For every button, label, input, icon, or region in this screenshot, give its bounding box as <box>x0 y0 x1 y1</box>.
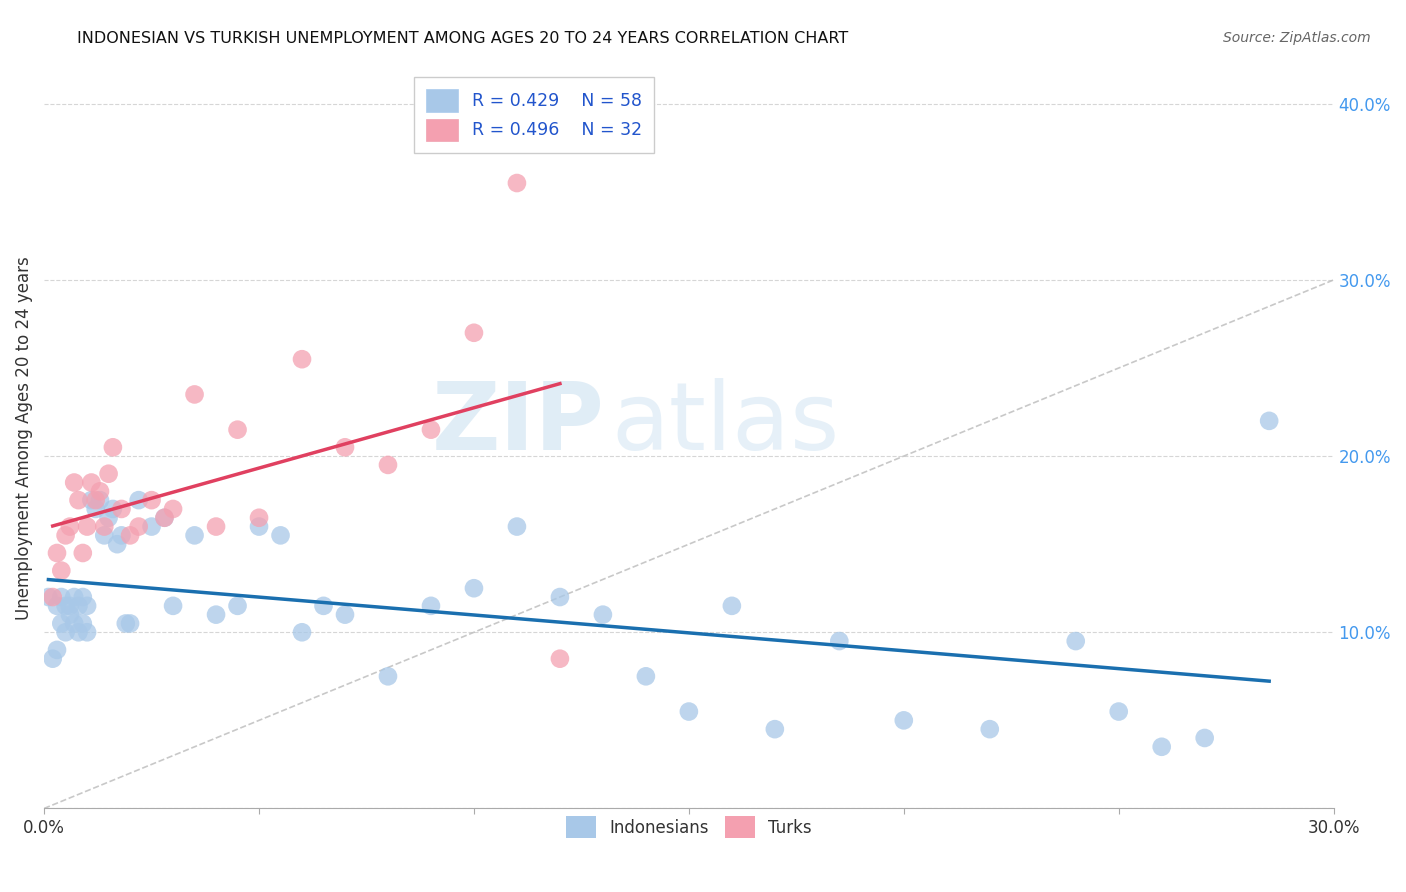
Point <box>141 493 163 508</box>
Point <box>506 519 529 533</box>
Point <box>226 599 249 613</box>
Point <box>463 581 485 595</box>
Point <box>101 502 124 516</box>
Point <box>678 705 700 719</box>
Point <box>1064 634 1087 648</box>
Point <box>89 493 111 508</box>
Point <box>128 493 150 508</box>
Point <box>506 176 529 190</box>
Point <box>76 599 98 613</box>
Text: Source: ZipAtlas.com: Source: ZipAtlas.com <box>1223 31 1371 45</box>
Point <box>46 643 69 657</box>
Point <box>247 519 270 533</box>
Point <box>162 502 184 516</box>
Point <box>80 475 103 490</box>
Point <box>46 599 69 613</box>
Point <box>463 326 485 340</box>
Point <box>59 607 82 622</box>
Point <box>80 493 103 508</box>
Point <box>420 423 443 437</box>
Point <box>76 625 98 640</box>
Text: atlas: atlas <box>612 377 839 470</box>
Point <box>312 599 335 613</box>
Point <box>153 510 176 524</box>
Point <box>72 616 94 631</box>
Point <box>377 669 399 683</box>
Point <box>84 493 107 508</box>
Point <box>162 599 184 613</box>
Point <box>67 599 90 613</box>
Point <box>55 599 77 613</box>
Point <box>89 484 111 499</box>
Point <box>41 590 63 604</box>
Point <box>420 599 443 613</box>
Point <box>205 607 228 622</box>
Point <box>153 510 176 524</box>
Point <box>51 564 73 578</box>
Point <box>46 546 69 560</box>
Point <box>63 475 86 490</box>
Point <box>72 546 94 560</box>
Point <box>333 607 356 622</box>
Point <box>51 616 73 631</box>
Point <box>72 590 94 604</box>
Point <box>893 714 915 728</box>
Point <box>97 467 120 481</box>
Point <box>183 528 205 542</box>
Point <box>291 352 314 367</box>
Text: INDONESIAN VS TURKISH UNEMPLOYMENT AMONG AGES 20 TO 24 YEARS CORRELATION CHART: INDONESIAN VS TURKISH UNEMPLOYMENT AMONG… <box>77 31 849 46</box>
Point <box>377 458 399 472</box>
Point <box>67 625 90 640</box>
Point <box>120 528 142 542</box>
Point <box>37 590 59 604</box>
Point <box>120 616 142 631</box>
Point <box>105 537 128 551</box>
Point <box>141 519 163 533</box>
Point <box>101 440 124 454</box>
Point <box>41 651 63 665</box>
Point <box>721 599 744 613</box>
Text: ZIP: ZIP <box>432 377 605 470</box>
Point <box>548 590 571 604</box>
Point <box>110 502 132 516</box>
Point <box>93 519 115 533</box>
Point <box>333 440 356 454</box>
Point <box>67 493 90 508</box>
Point <box>634 669 657 683</box>
Point <box>205 519 228 533</box>
Point <box>76 519 98 533</box>
Point <box>93 528 115 542</box>
Point <box>63 590 86 604</box>
Point <box>1150 739 1173 754</box>
Point <box>548 651 571 665</box>
Point <box>55 625 77 640</box>
Point <box>291 625 314 640</box>
Point <box>183 387 205 401</box>
Point <box>51 590 73 604</box>
Point <box>979 722 1001 736</box>
Point <box>1258 414 1281 428</box>
Point <box>110 528 132 542</box>
Point <box>63 616 86 631</box>
Y-axis label: Unemployment Among Ages 20 to 24 years: Unemployment Among Ages 20 to 24 years <box>15 257 32 620</box>
Point <box>1108 705 1130 719</box>
Point <box>763 722 786 736</box>
Point <box>114 616 136 631</box>
Point <box>59 519 82 533</box>
Point <box>828 634 851 648</box>
Legend: Indonesians, Turks: Indonesians, Turks <box>560 810 818 845</box>
Point <box>97 510 120 524</box>
Point <box>128 519 150 533</box>
Point <box>247 510 270 524</box>
Point <box>226 423 249 437</box>
Point <box>55 528 77 542</box>
Point <box>84 502 107 516</box>
Point <box>270 528 292 542</box>
Point <box>1194 731 1216 745</box>
Point <box>592 607 614 622</box>
Point <box>59 599 82 613</box>
